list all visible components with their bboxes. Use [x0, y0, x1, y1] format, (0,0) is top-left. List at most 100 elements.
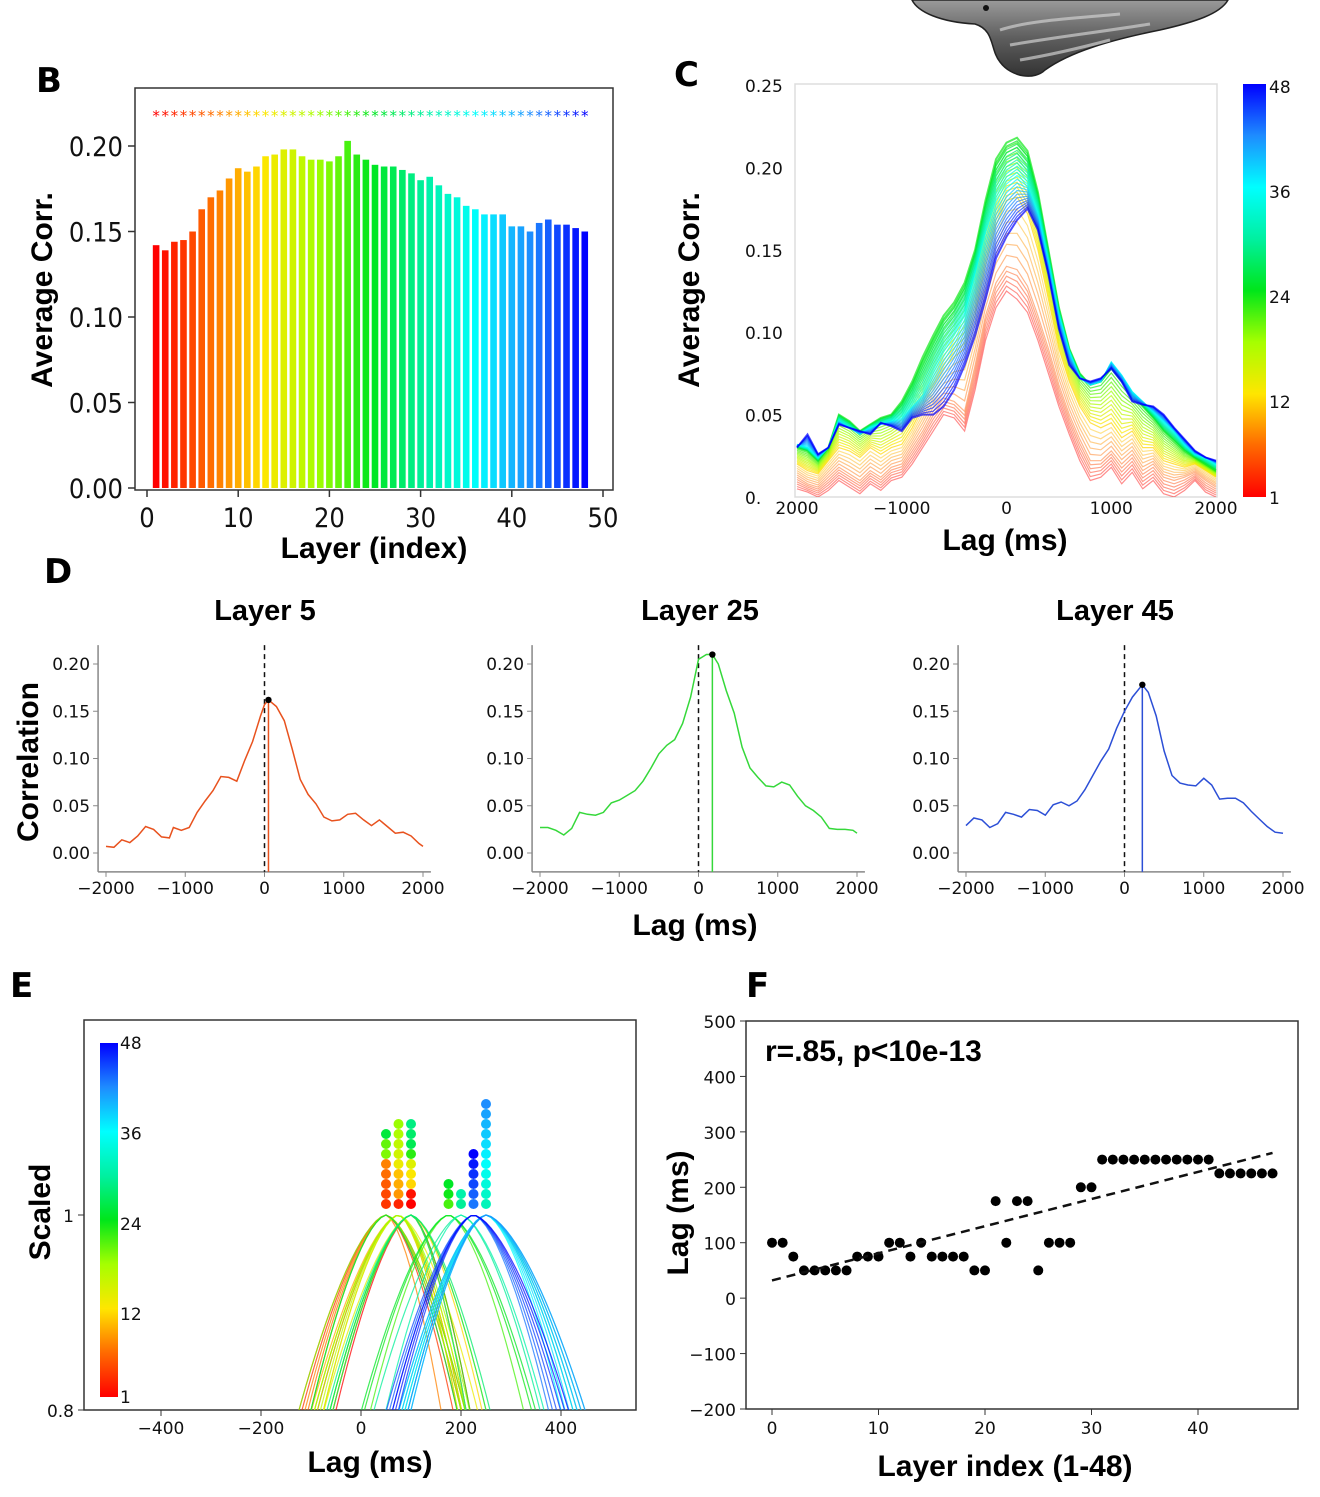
significance-star-26: *: [380, 107, 388, 125]
scatter-point-layer-7: [841, 1265, 852, 1276]
y-tick-label: 0.10: [69, 303, 123, 334]
subplot-title: Layer 25: [641, 595, 759, 627]
y-tick-label: 0.: [745, 489, 761, 509]
peak-dot-layer-3: [393, 1199, 404, 1209]
significance-star-2: *: [161, 107, 169, 125]
bar-layer-18: [307, 159, 315, 488]
peak-dot-layer-40: [481, 1119, 491, 1129]
y-tick-label: 0.00: [486, 844, 524, 864]
panel-f-fit-line: [771, 1151, 1273, 1282]
panel-label-f: F: [746, 966, 769, 1006]
significance-star-6: *: [198, 107, 206, 125]
bar-layer-38: [490, 214, 497, 488]
peak-dot-layer-6: [381, 1179, 391, 1189]
series-line-layer-7: [796, 254, 1217, 487]
scatter-point-layer-20: [980, 1265, 990, 1276]
significance-star-7: *: [207, 107, 215, 125]
bar-layer-24: [362, 159, 370, 488]
bar-layer-40: [508, 226, 516, 488]
peak-dot-layer-11: [393, 1169, 404, 1179]
significance-star-19: *: [317, 107, 325, 125]
scatter-point-layer-24: [1022, 1196, 1033, 1207]
y-tick-label: 0.15: [69, 218, 123, 249]
panel-f-xlabel: Layer index (1-48): [877, 1450, 1132, 1483]
scaled-curve-layer-44: [388, 1215, 554, 1410]
brain-image: [911, 0, 1229, 77]
y-tick-label: 0.20: [745, 159, 783, 179]
series-line-layer-48: [796, 206, 1217, 462]
subplot-title: Layer 45: [1056, 595, 1174, 627]
peak-dot-layer-14: [393, 1159, 404, 1169]
scaled-curve-layer-26: [310, 1214, 458, 1410]
peak-marker: [265, 696, 272, 704]
scatter-point-layer-31: [1097, 1154, 1108, 1165]
significance-star-47: *: [572, 107, 580, 125]
significance-star-13: *: [262, 107, 270, 125]
panel-c-xlabel: Lag (ms): [942, 524, 1067, 557]
significance-star-39: *: [499, 107, 507, 125]
scaled-curve-layer-30: [373, 1214, 541, 1410]
x-tick-label: −200: [238, 1419, 285, 1439]
y-tick-label: 0: [725, 1290, 736, 1310]
y-tick-label: 0.05: [52, 797, 90, 817]
scatter-point-layer-47: [1267, 1168, 1278, 1179]
y-tick-label: 100: [704, 1235, 736, 1255]
bar-layer-2: [161, 250, 169, 488]
scatter-point-layer-45: [1246, 1168, 1257, 1179]
bar-layer-42: [526, 231, 534, 488]
panel-label-d: D: [44, 552, 72, 592]
panel-d-subplot-layer-5: Layer 5 −2000 −1000 0 1000 2000 0.00 0.05 0.10 0.…: [52, 595, 444, 899]
bar-layer-22: [344, 140, 351, 488]
panel-d-subplot-layer-25: Layer 25 −2000 −1000 0 1000 2000 0.00 0.05 0.10 0…: [486, 595, 878, 899]
y-tick-label: 0.20: [912, 655, 950, 675]
peak-dot-layer-19: [393, 1119, 404, 1129]
panel-b-xlabel: Layer (index): [281, 532, 468, 565]
peak-dot-layer-27: [406, 1139, 416, 1149]
peak-dot-layer-32: [481, 1199, 491, 1209]
significance-star-48: *: [581, 107, 589, 125]
series-line-layer-19: [796, 161, 1217, 474]
series-line-layer-18: [796, 166, 1217, 475]
scaled-curve-layer-42: [407, 1214, 586, 1410]
significance-star-35: *: [462, 107, 470, 125]
peak-dot-layer-8: [381, 1159, 391, 1169]
significance-star-17: *: [298, 107, 306, 125]
scaled-curve-layer-20: [298, 1214, 462, 1410]
scatter-point-layer-39: [1182, 1154, 1193, 1165]
y-tick-label: 0.20: [486, 655, 524, 675]
series-line-layer-3: [796, 280, 1217, 494]
panel-d-xlabel: Lag (ms): [632, 909, 757, 942]
panel-b-frame: [134, 87, 614, 491]
panel-e-ylabel: Scaled: [24, 1164, 57, 1261]
x-tick-label: 1000: [322, 879, 365, 899]
y-tick-label: 0.05: [69, 389, 123, 420]
series-line-layer-10: [796, 220, 1217, 482]
colorbar-tick-label: 12: [120, 1305, 142, 1325]
x-tick-label: 1000: [756, 879, 799, 899]
series-line-layer-2: [796, 285, 1217, 496]
significance-star-15: *: [280, 107, 288, 125]
peak-dot-layer-38: [481, 1139, 491, 1149]
bar-layer-44: [544, 219, 552, 488]
scaled-curve-layer-31: [385, 1214, 545, 1410]
significance-star-9: *: [225, 107, 233, 125]
scaled-curve-layer-45: [385, 1215, 558, 1410]
correlation-curve: [965, 683, 1284, 834]
significance-star-10: *: [234, 107, 242, 125]
scaled-curve-layer-40: [398, 1214, 578, 1410]
peak-dot-layer-16: [393, 1149, 404, 1159]
x-tick-label: 0: [259, 879, 270, 899]
peak-dot-layer-37: [481, 1149, 491, 1159]
scaled-curve-layer-46: [397, 1215, 562, 1410]
x-tick-label: 0: [1119, 879, 1130, 899]
panel-c-frame: [794, 83, 1218, 498]
y-tick-label: 0.10: [912, 750, 950, 770]
y-tick-label: 0.05: [486, 797, 524, 817]
bar-layer-48: [581, 231, 589, 488]
scatter-point-layer-23: [1011, 1196, 1022, 1207]
significance-star-25: *: [371, 107, 379, 125]
bar-layer-36: [472, 209, 479, 488]
significance-star-29: *: [408, 107, 416, 125]
bar-layer-14: [271, 154, 278, 489]
bar-layer-19: [316, 159, 324, 488]
